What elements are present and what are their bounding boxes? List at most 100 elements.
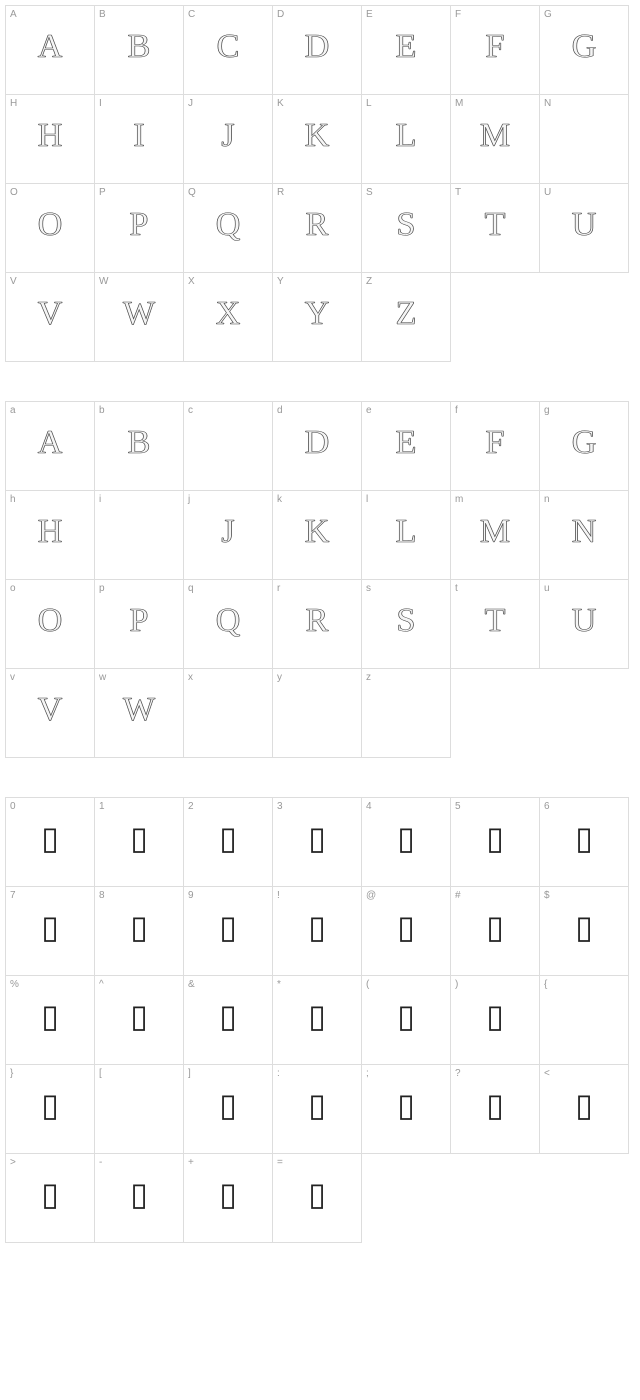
glyph-cell-glyph: U [540,604,628,638]
glyph-cell-label: ] [188,1068,191,1079]
glyph-cell-label: & [188,979,195,990]
glyph-cell-label: : [277,1068,280,1079]
glyph-cell-glyph: M [451,515,539,549]
glyph-cell-glyph: Q [184,208,272,242]
glyph-cell-label: 6 [544,801,550,812]
glyph-cell-glyph: Y [273,297,361,331]
glyph-cell-glyph: O [6,604,94,638]
glyph-cell-label: # [455,890,461,901]
glyph-cell: y [272,668,362,758]
glyph-cell: %▯ [5,975,95,1065]
glyph-cell: @▯ [361,886,451,976]
glyph-cell-glyph: C [184,30,272,64]
glyph-cell-glyph: ▯ [184,1178,272,1210]
glyph-cell: LL [361,94,451,184]
glyph-cell-glyph: N [540,515,628,549]
glyph-cell: 2▯ [183,797,273,887]
glyph-cell-label: O [10,187,18,198]
glyph-cell-label: D [277,9,284,20]
glyph-cell-label: ( [366,979,369,990]
glyph-cell: 5▯ [450,797,540,887]
glyph-cell-label: L [366,98,372,109]
glyph-cell-label: C [188,9,195,20]
glyph-cell: *▯ [272,975,362,1065]
glyph-cell: +▯ [183,1153,273,1243]
glyph-cell-label: h [10,494,16,505]
glyph-cell-glyph: ▯ [451,822,539,854]
glyph-cell: 3▯ [272,797,362,887]
glyph-cell-label: a [10,405,16,416]
glyph-cell: HH [5,94,95,184]
glyph-cell-label: j [188,494,190,505]
glyph-cell-label: s [366,583,371,594]
glyph-cell-glyph: P [95,604,183,638]
glyph-cell-label: A [10,9,17,20]
glyph-cell-label: k [277,494,282,505]
glyph-cell-glyph: ▯ [273,822,361,854]
glyph-cell-label: f [455,405,458,416]
glyph-cell-glyph: A [6,30,94,64]
glyph-cell-label: m [455,494,463,505]
glyph-cell-glyph: G [540,426,628,460]
glyph-cell-glyph: ▯ [273,1178,361,1210]
glyph-cell: >▯ [5,1153,95,1243]
glyph-cell-glyph: K [273,515,361,549]
glyph-cell: $▯ [539,886,629,976]
glyph-cell-label: B [99,9,106,20]
glyph-cell-glyph: ▯ [184,1000,272,1032]
glyph-cell-label: u [544,583,550,594]
glyph-cell: XX [183,272,273,362]
glyph-cell-glyph: S [362,208,450,242]
glyph-cell-glyph: D [273,426,361,460]
glyph-cell-label: { [544,979,547,990]
glyph-cell-label: X [188,276,195,287]
glyph-cell: GG [539,5,629,95]
glyph-cell-label: 7 [10,890,16,901]
glyph-cell-label: 1 [99,801,105,812]
glyph-cell-glyph: ▯ [362,911,450,943]
glyph-cell-glyph: ▯ [184,911,272,943]
glyph-cell-label: U [544,187,551,198]
glyph-cell: nN [539,490,629,580]
glyph-cell-glyph: W [95,297,183,331]
glyph-cell-glyph: R [273,604,361,638]
glyph-cell: x [183,668,273,758]
glyph-section-uppercase: AABBCCDDEEFFGGHHIIJJKKLLMMNOOPPQQRRSSTTU… [5,5,635,361]
glyph-cell-glyph: ▯ [273,1000,361,1032]
glyph-cell-glyph: K [273,119,361,153]
glyph-cell-glyph: V [6,693,94,727]
glyph-cell-label: % [10,979,19,990]
glyph-cell: vV [5,668,95,758]
glyph-cell-glyph: ▯ [95,1178,183,1210]
glyph-cell-label: [ [99,1068,102,1079]
glyph-cell-label: M [455,98,463,109]
glyph-cell: UU [539,183,629,273]
glyph-cell: ]▯ [183,1064,273,1154]
glyph-cell-label: q [188,583,194,594]
glyph-cell: 9▯ [183,886,273,976]
glyph-cell-label: 4 [366,801,372,812]
glyph-cell: #▯ [450,886,540,976]
glyph-cell: pP [94,579,184,669]
glyph-cell-label: g [544,405,550,416]
glyph-cell-label: w [99,672,106,683]
glyph-section-symbols: 0▯1▯2▯3▯4▯5▯6▯7▯8▯9▯!▯@▯#▯$▯%▯^▯&▯*▯(▯)▯… [5,797,635,1242]
glyph-cell-label: R [277,187,284,198]
glyph-cell: AA [5,5,95,95]
glyph-cell-label: t [455,583,458,594]
glyph-cell: ;▯ [361,1064,451,1154]
glyph-cell: =▯ [272,1153,362,1243]
glyph-cell-label: x [188,672,193,683]
glyph-cell-glyph: L [362,119,450,153]
glyph-cell-label: ! [277,890,280,901]
glyph-cell-glyph: ▯ [451,911,539,943]
glyph-cell-label: K [277,98,284,109]
glyph-cell: PP [94,183,184,273]
glyph-cell: dD [272,401,362,491]
glyph-cell: qQ [183,579,273,669]
glyph-cell-label: ? [455,1068,461,1079]
glyph-cell-glyph: X [184,297,272,331]
glyph-cell: &▯ [183,975,273,1065]
glyph-cell: FF [450,5,540,95]
glyph-cell: -▯ [94,1153,184,1243]
